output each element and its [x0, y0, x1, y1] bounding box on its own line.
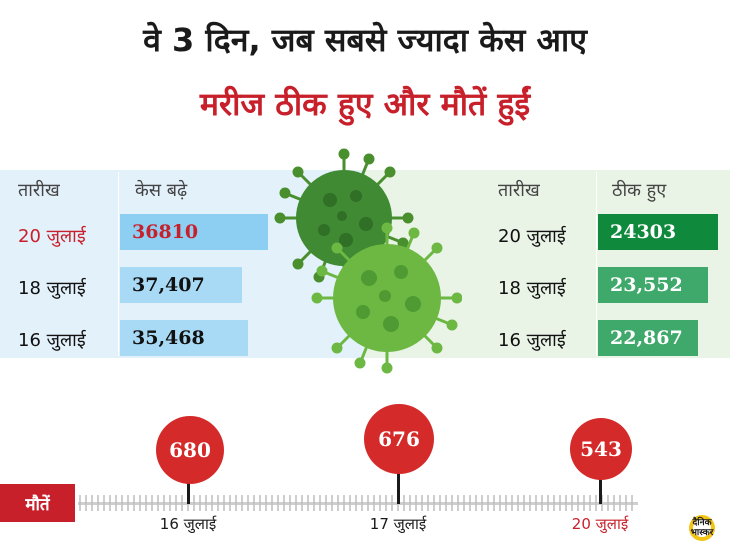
deaths-bubble-3: 543 [570, 418, 632, 480]
recovered-date-2: 18 जुलाई [498, 278, 566, 299]
deaths-bubble-1: 680 [156, 416, 224, 484]
cases-date-3: 16 जुलाई [18, 330, 86, 351]
cases-date-1: 20 जुलाई [18, 226, 86, 247]
recovered-date-1: 20 जुलाई [498, 226, 566, 247]
recovered-column-divider [596, 172, 597, 356]
deaths-stem-2 [397, 470, 400, 504]
cases-column-divider [118, 172, 119, 356]
recovered-value-header: ठीक हुए [612, 180, 667, 201]
dainik-bhaskar-logo: दैनिक भास्कर [682, 508, 722, 544]
recovered-bar-3: 22,867 [598, 320, 698, 356]
cases-bar-2: 37,407 [120, 267, 242, 303]
cases-date-2: 18 जुलाई [18, 278, 86, 299]
deaths-stem-1 [187, 478, 190, 504]
logo-text: दैनिक भास्कर [682, 518, 722, 538]
recovered-bar-1: 24303 [598, 214, 718, 250]
recovered-date-header: तारीख [498, 180, 540, 201]
logo-line-2: भास्कर [690, 528, 714, 538]
logo-line-1: दैनिक [692, 518, 712, 528]
cases-value-header: केस बढ़े [135, 180, 188, 201]
title-line-2: मरीज ठीक हुए और मौतें हुईं [199, 85, 531, 123]
title-line-1: वे 3 दिन, जब सबसे ज्यादा केस आए [143, 21, 587, 59]
deaths-bubble-2: 676 [364, 404, 434, 474]
virus-illustration [274, 148, 462, 374]
cases-bar-1: 36810 [120, 214, 268, 250]
cases-date-header: तारीख [18, 180, 60, 201]
logo-sun-icon [689, 515, 715, 541]
deaths-timeline [78, 502, 638, 505]
deaths-date-2: 17 जुलाई [369, 515, 427, 533]
deaths-label: मौतें [0, 484, 75, 522]
cases-bar-3: 35,468 [120, 320, 248, 356]
deaths-date-3: 20 जुलाई [571, 515, 629, 533]
recovered-date-3: 16 जुलाई [498, 330, 566, 351]
deaths-timeline-ticks [79, 495, 633, 511]
recovered-bar-2: 23,552 [598, 267, 708, 303]
deaths-stem-3 [599, 476, 602, 504]
deaths-date-1: 16 जुलाई [159, 515, 217, 533]
